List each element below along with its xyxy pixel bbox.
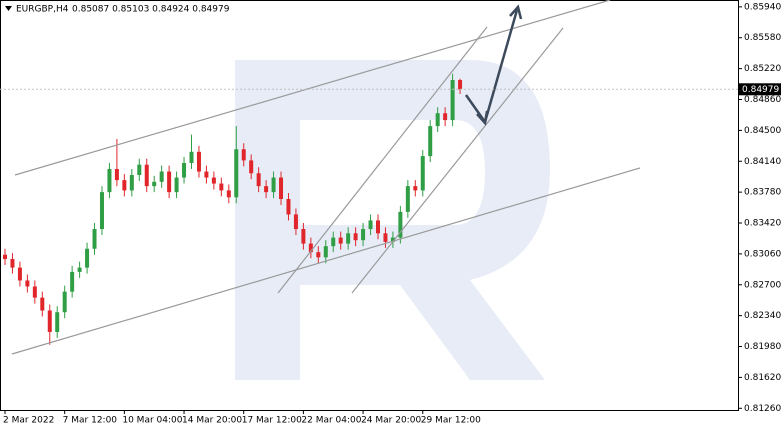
candle-body [323,246,328,258]
x-tick-label: 17 Mar 12:00 [242,416,302,426]
y-tick-label: 0.83060 [744,249,781,259]
candle-body [129,174,134,191]
x-tick-label: 14 Mar 20:00 [182,416,242,426]
candle-body [77,267,82,272]
x-tick-label: 29 Mar 12:00 [421,416,481,426]
candle-body [435,113,440,127]
candle-body [420,156,425,191]
forecast-arrows [464,4,523,126]
x-tick-label: 10 Mar 04:00 [122,416,182,426]
candle-body [361,229,366,241]
y-tick-label: 0.81620 [744,373,781,383]
candle-body [144,164,149,187]
candle-body [450,80,455,121]
watermark [235,60,550,380]
candle-body [368,220,373,230]
y-tick-label: 0.82700 [744,280,781,290]
y-tick-label: 0.84860 [744,95,781,105]
y-tick-label: 0.81980 [744,342,781,352]
candle-body [413,186,418,191]
y-tick-label: 0.81260 [744,404,781,414]
candle-body [204,171,209,178]
candle-body [226,190,231,198]
arrow-head [476,110,489,126]
candle-body [152,181,157,187]
candle-body [107,168,112,193]
candle-body [256,173,261,187]
candle-body [279,177,284,199]
candle-body [346,233,351,244]
candle-body [219,183,224,191]
candle-body [376,220,380,234]
candle-body [249,160,254,174]
candle-body [159,171,164,182]
candle-body [17,267,22,281]
candles [3,73,463,345]
candle-body [398,211,403,238]
y-tick-label: 0.84140 [744,157,781,167]
inner-channel-right [351,27,564,294]
x-tick-label: 22 Mar 04:00 [301,416,361,426]
candle-body [85,248,90,268]
arrow-head [509,4,523,20]
candle-body [3,254,7,260]
candle-body [137,164,142,175]
candle-body [234,149,239,198]
y-tick-label: 0.85940 [744,2,781,12]
candle-body [122,180,127,191]
candle-body [293,214,298,230]
candle-body [114,168,119,181]
y-tick-label: 0.85220 [744,64,781,74]
x-tick-label: 24 Mar 20:00 [361,416,421,426]
candle-body [10,259,15,268]
inner-channel-left [277,26,488,294]
candle-body [331,237,336,247]
candle-body [167,171,172,193]
candle-body [62,291,67,313]
candle-body [264,186,269,193]
candle-body [405,186,410,212]
x-tick-label: 7 Mar 12:00 [63,416,118,426]
candle-body [301,229,306,244]
candle-body [92,229,97,249]
candle-body [99,192,104,230]
candle-body [189,151,194,163]
last-price-label: 0.84979 [742,85,779,95]
quote: 0.85087 0.85103 0.84924 0.84979 [72,5,230,15]
y-tick-label: 0.83420 [744,219,781,229]
candle-body [40,297,45,311]
candle-body [390,237,395,242]
candle-body [338,237,343,244]
candle-body [174,177,179,193]
y-tick-label: 0.84500 [744,126,781,136]
symbol: EURGBP,H4 [16,5,69,15]
menu-triangle[interactable] [5,6,12,11]
candle-body [47,310,52,332]
candle-body [32,286,37,298]
candle-body [55,312,60,332]
candle-body [428,126,433,157]
candle-body [353,233,358,241]
candle-body [25,280,30,287]
candle-body [271,177,276,193]
candle-body [70,271,75,292]
candle-body [241,149,246,161]
last-price-box [739,83,781,96]
channel-bottom [11,167,641,355]
candle-body [316,252,321,258]
candle-body [383,233,388,242]
candle-body [211,177,216,184]
candle-body [196,151,201,172]
y-tick-label: 0.83780 [744,188,781,198]
y-tick-label: 0.85580 [744,33,781,43]
plot-frame [0,0,739,411]
candle-body [458,80,463,90]
candle-body [182,162,187,178]
x-tick-label: 2 Mar 2022 [3,416,54,426]
y-tick-label: 0.82340 [744,311,781,321]
candle-body [308,243,313,253]
candle-body [286,198,291,215]
candle-body [443,113,448,121]
